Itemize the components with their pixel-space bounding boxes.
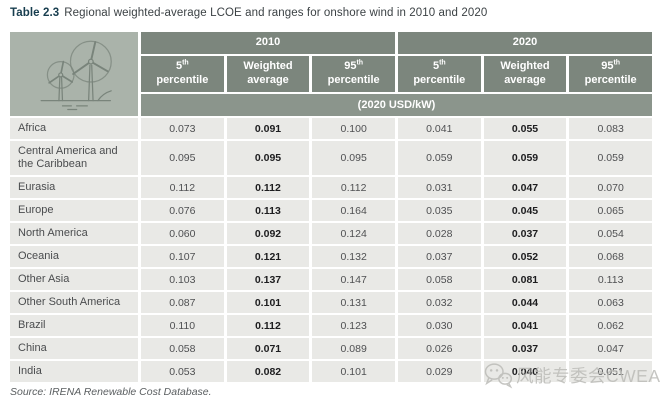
value-cell: 0.081: [483, 269, 567, 290]
value-cell: 0.040: [483, 361, 567, 382]
region-cell: Other Asia: [10, 269, 138, 290]
value-cell: 0.132: [312, 246, 395, 267]
value-cell: 0.030: [397, 315, 481, 336]
value-cell: 0.095: [312, 141, 395, 175]
region-cell: Africa: [10, 118, 138, 139]
value-cell: 0.082: [226, 361, 310, 382]
value-cell: 0.035: [397, 200, 481, 221]
value-cell: 0.058: [141, 338, 224, 359]
value-cell: 0.087: [141, 292, 224, 313]
value-cell: 0.037: [483, 338, 567, 359]
col-header-2020-percentile-5: 5th percentile: [397, 56, 481, 92]
region-cell: Other South America: [10, 292, 138, 313]
region-cell: North America: [10, 223, 138, 244]
value-cell: 0.137: [226, 269, 310, 290]
value-cell: 0.110: [141, 315, 224, 336]
wind-turbines-icon: [40, 40, 112, 111]
value-cell: 0.071: [226, 338, 310, 359]
value-cell: 0.047: [569, 338, 652, 359]
value-cell: 0.037: [397, 246, 481, 267]
region-cell: Eurasia: [10, 177, 138, 198]
col-header-2020-average-weighted: Weighted average: [483, 56, 567, 92]
table-title: Table 2.3 Regional weighted-average LCOE …: [10, 7, 487, 19]
value-cell: 0.076: [141, 200, 224, 221]
table-number: Table 2.3: [10, 7, 60, 19]
value-cell: 0.041: [397, 118, 481, 139]
value-cell: 0.121: [226, 246, 310, 267]
value-cell: 0.147: [312, 269, 395, 290]
col-header-2020-percentile-95: 95th percentile: [569, 56, 652, 92]
value-cell: 0.089: [312, 338, 395, 359]
value-cell: 0.112: [226, 315, 310, 336]
value-cell: 0.091: [226, 118, 310, 139]
year-group-2020: 2020: [397, 32, 652, 54]
table-caption: Regional weighted-average LCOE and range…: [64, 7, 488, 19]
region-cell: Central America and the Caribbean: [10, 141, 138, 175]
unit-header: (2020 USD/kW): [141, 94, 652, 116]
value-cell: 0.028: [397, 223, 481, 244]
value-cell: 0.051: [569, 361, 652, 382]
value-cell: 0.123: [312, 315, 395, 336]
region-cell: India: [10, 361, 138, 382]
value-cell: 0.029: [397, 361, 481, 382]
value-cell: 0.112: [312, 177, 395, 198]
value-cell: 0.065: [569, 200, 652, 221]
wind-turbines-illustration: [10, 32, 138, 116]
value-cell: 0.073: [141, 118, 224, 139]
value-cell: 0.058: [397, 269, 481, 290]
value-cell: 0.070: [569, 177, 652, 198]
value-cell: 0.032: [397, 292, 481, 313]
value-cell: 0.095: [226, 141, 310, 175]
value-cell: 0.124: [312, 223, 395, 244]
lcoe-table: 2010 2020 (2020 USD/kW) 5th percentile Wei…: [10, 32, 652, 382]
value-cell: 0.107: [141, 246, 224, 267]
source-note: Source: IRENA Renewable Cost Database.: [10, 386, 212, 398]
value-cell: 0.052: [483, 246, 567, 267]
value-cell: 0.063: [569, 292, 652, 313]
region-cell: Oceania: [10, 246, 138, 267]
value-cell: 0.068: [569, 246, 652, 267]
value-cell: 0.053: [141, 361, 224, 382]
region-cell: China: [10, 338, 138, 359]
value-cell: 0.045: [483, 200, 567, 221]
value-cell: 0.103: [141, 269, 224, 290]
value-cell: 0.055: [483, 118, 567, 139]
value-cell: 0.059: [397, 141, 481, 175]
value-cell: 0.059: [569, 141, 652, 175]
col-header-2010-percentile-95: 95th percentile: [312, 56, 395, 92]
col-header-2010-average-weighted: Weighted average: [226, 56, 310, 92]
value-cell: 0.062: [569, 315, 652, 336]
value-cell: 0.101: [226, 292, 310, 313]
value-cell: 0.031: [397, 177, 481, 198]
value-cell: 0.060: [141, 223, 224, 244]
value-cell: 0.044: [483, 292, 567, 313]
value-cell: 0.100: [312, 118, 395, 139]
value-cell: 0.101: [312, 361, 395, 382]
value-cell: 0.047: [483, 177, 567, 198]
value-cell: 0.041: [483, 315, 567, 336]
value-cell: 0.131: [312, 292, 395, 313]
value-cell: 0.092: [226, 223, 310, 244]
region-cell: Europe: [10, 200, 138, 221]
value-cell: 0.037: [483, 223, 567, 244]
value-cell: 0.083: [569, 118, 652, 139]
value-cell: 0.112: [141, 177, 224, 198]
region-cell: Brazil: [10, 315, 138, 336]
year-group-2010: 2010: [141, 32, 395, 54]
value-cell: 0.095: [141, 141, 224, 175]
value-cell: 0.059: [483, 141, 567, 175]
value-cell: 0.164: [312, 200, 395, 221]
value-cell: 0.026: [397, 338, 481, 359]
value-cell: 0.113: [569, 269, 652, 290]
value-cell: 0.113: [226, 200, 310, 221]
col-header-2010-percentile-5: 5th percentile: [141, 56, 224, 92]
value-cell: 0.054: [569, 223, 652, 244]
value-cell: 0.112: [226, 177, 310, 198]
